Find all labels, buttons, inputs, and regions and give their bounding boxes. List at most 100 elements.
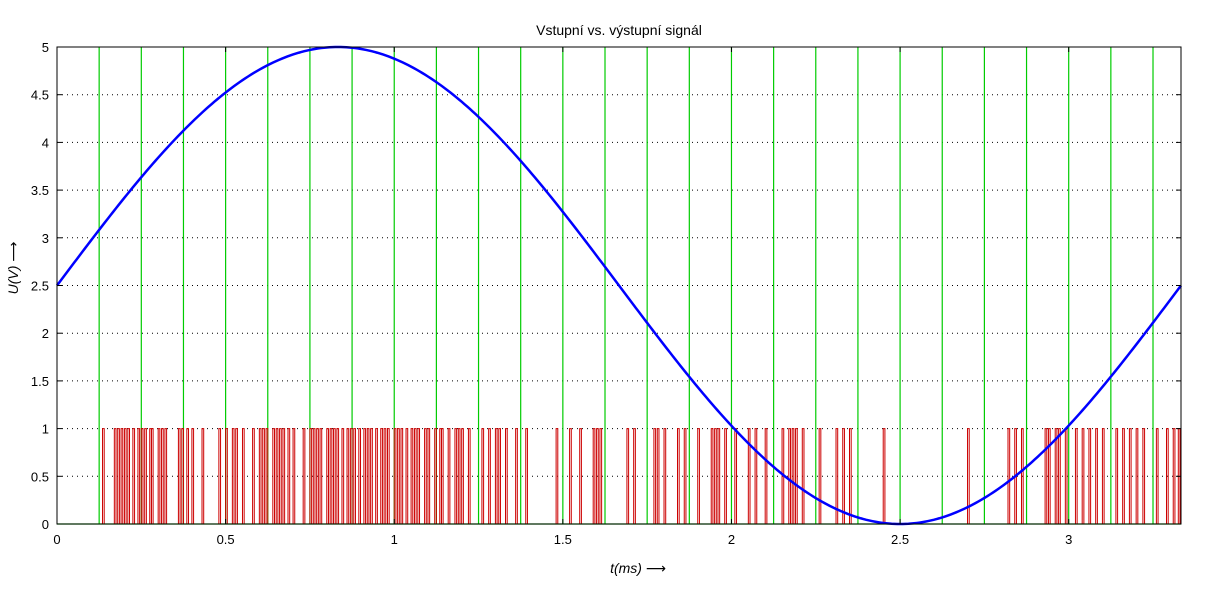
y-tick-label: 4	[42, 135, 49, 150]
pulse	[1135, 428, 1139, 524]
pulse	[282, 428, 286, 524]
pulse	[1074, 428, 1078, 524]
pulse	[481, 428, 485, 524]
pulse	[346, 428, 350, 524]
pulse	[319, 428, 323, 524]
pulse	[272, 428, 276, 524]
pulse	[102, 428, 105, 524]
pulse	[235, 428, 238, 524]
pulse	[555, 428, 559, 524]
pulse	[791, 428, 795, 524]
pulse	[424, 428, 427, 524]
x-tick-label: 2.5	[891, 532, 909, 547]
pulse	[140, 428, 144, 524]
pulse	[710, 428, 714, 524]
pulse	[498, 428, 501, 524]
pulse	[258, 428, 262, 524]
pulse	[633, 428, 636, 524]
pulse	[835, 428, 839, 524]
pulse	[279, 428, 282, 524]
pulse	[181, 428, 184, 524]
y-tick-label: 0.5	[31, 469, 49, 484]
pulse	[316, 428, 319, 524]
pulse	[375, 428, 378, 524]
pulse	[579, 428, 582, 524]
pulse	[1088, 428, 1092, 524]
pulse	[656, 428, 660, 524]
pulse	[494, 428, 498, 524]
pulse	[393, 428, 397, 524]
pulse	[341, 428, 345, 524]
y-tick-label: 2	[42, 326, 49, 341]
clock-series	[57, 47, 1181, 525]
pulse	[505, 428, 508, 524]
pulse	[157, 428, 161, 524]
pulse	[397, 428, 400, 524]
pulse	[1020, 428, 1024, 524]
pulse	[225, 428, 228, 524]
pulse	[683, 428, 687, 524]
pulse	[405, 428, 409, 524]
pulse	[201, 428, 205, 524]
x-axis-label: t(ms) ⟶	[610, 560, 666, 576]
pulse	[842, 428, 845, 524]
pulse	[252, 428, 255, 524]
y-tick-label: 5	[42, 40, 49, 55]
pulse	[653, 428, 657, 524]
pulse	[1166, 428, 1169, 524]
pulse	[309, 428, 313, 524]
y-axis-label: U(V) ⟶	[5, 242, 21, 295]
pulse	[218, 428, 222, 524]
pulse	[882, 428, 886, 524]
pulse	[714, 428, 717, 524]
pulse	[329, 428, 333, 524]
y-tick-label: 4.5	[31, 88, 49, 103]
pulse	[265, 428, 269, 524]
y-tick-label: 1	[42, 422, 49, 437]
pulse	[818, 428, 822, 524]
pulse	[358, 428, 362, 524]
pulse	[626, 428, 630, 524]
pulse	[177, 428, 181, 524]
y-axis: 0 0.5 1 1.5 2 2.5 3 3.5 4 4.5 5	[31, 40, 1181, 532]
pulse	[127, 428, 131, 524]
pulse	[275, 428, 279, 524]
pulse	[132, 428, 136, 524]
pulse	[262, 428, 265, 524]
x-tick-label: 1	[391, 532, 398, 547]
pulse	[697, 428, 700, 524]
pulse	[1054, 428, 1058, 524]
pulse	[467, 428, 471, 524]
pulse	[231, 428, 235, 524]
pulse	[1047, 428, 1051, 524]
pulse	[1081, 428, 1085, 524]
pulse	[754, 428, 758, 524]
pulse	[1122, 428, 1125, 524]
pulse	[1095, 428, 1098, 524]
pulse	[161, 428, 164, 524]
pulse	[461, 428, 464, 524]
pulse	[123, 428, 127, 524]
pulse	[457, 428, 461, 524]
pulse	[120, 428, 124, 524]
pulse	[366, 428, 370, 524]
pulse	[336, 428, 340, 524]
pulse	[292, 428, 296, 524]
pulse	[795, 428, 798, 524]
x-tick-label: 0.5	[217, 532, 235, 547]
pulse	[363, 428, 367, 524]
pulse	[117, 428, 120, 524]
pulse	[427, 428, 431, 524]
pulse	[302, 428, 306, 524]
pulse	[967, 428, 970, 524]
y-tick-label: 2.5	[31, 279, 49, 294]
pulse	[400, 428, 404, 524]
pulse	[186, 428, 190, 524]
pulse	[413, 428, 417, 524]
pulse	[447, 428, 451, 524]
pulse	[434, 428, 437, 524]
pulse	[1115, 428, 1119, 524]
pulse	[137, 428, 141, 524]
pulse	[1101, 428, 1105, 524]
